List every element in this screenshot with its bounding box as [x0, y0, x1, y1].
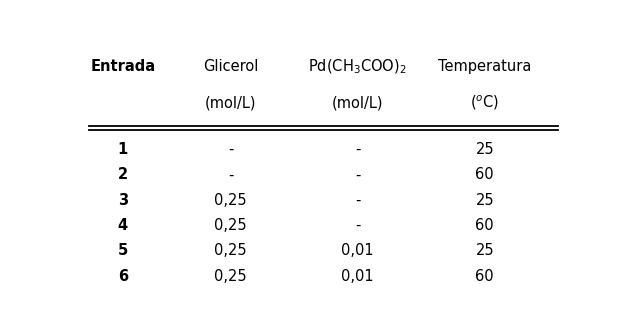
Text: 3: 3: [118, 193, 128, 208]
Text: 60: 60: [475, 218, 494, 233]
Text: -: -: [355, 142, 360, 157]
Text: 0,01: 0,01: [341, 269, 374, 284]
Text: 5: 5: [118, 243, 128, 258]
Text: ($^o$C): ($^o$C): [470, 93, 499, 112]
Text: -: -: [228, 167, 233, 182]
Text: Entrada: Entrada: [90, 59, 155, 74]
Text: Pd(CH$_3$COO)$_2$: Pd(CH$_3$COO)$_2$: [309, 57, 407, 76]
Text: 0,25: 0,25: [214, 269, 247, 284]
Text: 25: 25: [475, 193, 494, 208]
Text: 60: 60: [475, 269, 494, 284]
Text: 0,25: 0,25: [214, 243, 247, 258]
Text: 0,25: 0,25: [214, 218, 247, 233]
Text: 1: 1: [118, 142, 128, 157]
Text: 60: 60: [475, 167, 494, 182]
Text: -: -: [355, 218, 360, 233]
Text: 6: 6: [118, 269, 128, 284]
Text: Glicerol: Glicerol: [203, 59, 258, 74]
Text: -: -: [355, 167, 360, 182]
Text: 0,25: 0,25: [214, 193, 247, 208]
Text: 25: 25: [475, 142, 494, 157]
Text: 25: 25: [475, 243, 494, 258]
Text: 2: 2: [118, 167, 128, 182]
Text: Temperatura: Temperatura: [438, 59, 531, 74]
Text: -: -: [228, 142, 233, 157]
Text: (mol/L): (mol/L): [204, 95, 256, 110]
Text: 0,01: 0,01: [341, 243, 374, 258]
Text: -: -: [355, 193, 360, 208]
Text: 4: 4: [118, 218, 128, 233]
Text: (mol/L): (mol/L): [332, 95, 384, 110]
